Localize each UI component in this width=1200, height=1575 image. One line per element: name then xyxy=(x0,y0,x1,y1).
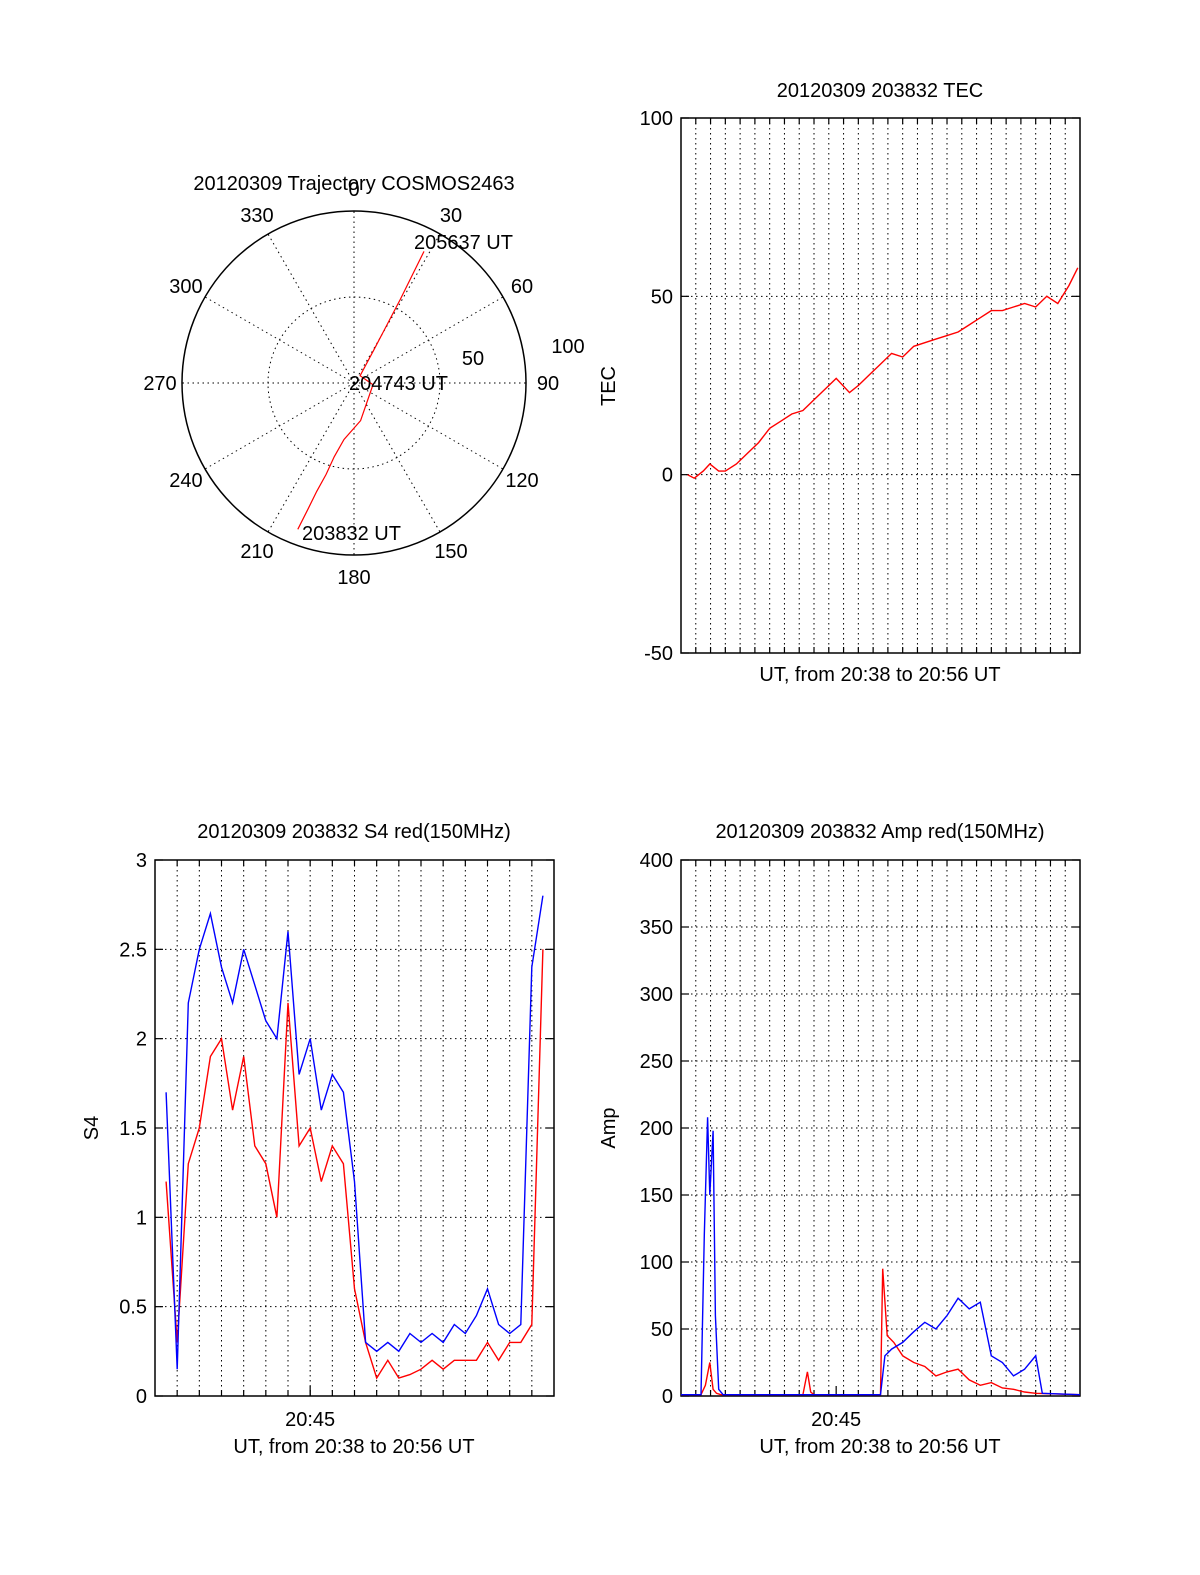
s4-series-red xyxy=(165,949,544,1380)
s4-y-tick-label: 0 xyxy=(136,1386,147,1408)
polar-spoke xyxy=(353,233,441,384)
polar-spoke xyxy=(204,382,355,470)
s4-title: 20120309 203832 S4 red(150MHz) xyxy=(197,821,511,843)
amp-y-tick-label: 100 xyxy=(640,1252,673,1274)
tec-chart: 20120309 203832 TEC 100 50 0 -50 UT, from 2… xyxy=(598,80,1081,686)
polar-spoke xyxy=(204,296,355,384)
polar-trajectory-line xyxy=(297,251,425,530)
amp-y-tick-label: 300 xyxy=(640,984,673,1006)
s4-series-group xyxy=(165,895,544,1380)
amp-y-axis: 0 50 100 150 200 250 300 350 400 xyxy=(640,850,1080,1408)
s4-ylabel: S4 xyxy=(81,1116,103,1140)
amp-xlabel: UT, from 20:38 to 20:56 UT xyxy=(759,1436,1000,1458)
polar-inner-ring xyxy=(267,296,441,470)
tec-y-axis: 100 50 0 -50 xyxy=(640,108,1080,665)
amp-y-tick-label: 0 xyxy=(662,1386,673,1408)
polar-azimuth-label: 270 xyxy=(143,373,176,395)
polar-azimuth-label: 330 xyxy=(240,205,273,227)
s4-xlabel: UT, from 20:38 to 20:56 UT xyxy=(233,1436,474,1458)
s4-y-axis: 0 0.5 1 1.5 2 2.5 3 xyxy=(119,850,554,1408)
polar-title: 20120309 Trajectory COSMOS2463 xyxy=(193,173,514,195)
polar-trajectory-chart: 20120309 Trajectory COSMOS2463 0 30 60 90 12… xyxy=(143,173,584,589)
polar-radial-labels: 50 100 xyxy=(462,336,585,370)
polar-azimuth-label: 210 xyxy=(240,541,273,563)
tec-ylabel: TEC xyxy=(598,366,620,406)
tec-series-group xyxy=(687,267,1079,480)
amp-series-blue xyxy=(681,1117,1081,1396)
tec-y-tick-label: -50 xyxy=(644,643,673,665)
amp-y-tick-label: 50 xyxy=(651,1319,673,1341)
polar-azimuth-label: 180 xyxy=(337,567,370,589)
polar-azimuth-label: 240 xyxy=(169,470,202,492)
polar-spoke xyxy=(267,382,355,533)
tec-y-tick-label: 0 xyxy=(662,465,673,487)
polar-annotation-end: 205637 UT xyxy=(414,232,513,254)
polar-azimuth-label: 30 xyxy=(440,205,462,227)
amp-y-tick-label: 250 xyxy=(640,1051,673,1073)
amp-y-tick-label: 350 xyxy=(640,917,673,939)
polar-outer-ring xyxy=(181,210,527,556)
amp-y-tick-label: 200 xyxy=(640,1118,673,1140)
amp-x-tick-label: 20:45 xyxy=(811,1409,861,1431)
polar-azimuth-label: 90 xyxy=(537,373,559,395)
tec-plot-frame xyxy=(680,117,1081,654)
s4-chart: 20120309 203832 S4 red(150MHz) 0 0.5 1 1.5 2… xyxy=(81,821,555,1458)
polar-radial-label: 50 xyxy=(462,348,484,370)
polar-annotation-start: 203832 UT xyxy=(302,523,401,545)
s4-x-tick-label: 20:45 xyxy=(285,1409,335,1431)
amp-series-group xyxy=(681,1117,1081,1396)
tec-grid xyxy=(681,118,1080,653)
polar-spoke xyxy=(267,233,355,384)
amp-grid xyxy=(681,860,1080,1396)
s4-y-tick-label: 2.5 xyxy=(119,939,147,961)
polar-grid xyxy=(182,211,526,555)
amp-y-tick-label: 150 xyxy=(640,1185,673,1207)
polar-azimuth-label: 120 xyxy=(505,470,538,492)
s4-series-blue xyxy=(165,895,544,1370)
amp-ylabel: Amp xyxy=(598,1107,620,1148)
s4-y-tick-label: 3 xyxy=(136,850,147,872)
amp-series-red xyxy=(681,1268,1081,1396)
polar-azimuth-label: 150 xyxy=(434,541,467,563)
s4-y-tick-label: 1 xyxy=(136,1207,147,1229)
polar-azimuth-label: 300 xyxy=(169,276,202,298)
polar-radial-label: 100 xyxy=(551,336,584,358)
tec-title: 20120309 203832 TEC xyxy=(777,80,983,102)
polar-spoke xyxy=(353,382,441,533)
amp-y-tick-label: 400 xyxy=(640,850,673,872)
s4-y-tick-label: 1.5 xyxy=(119,1118,147,1140)
amp-chart: 20120309 203832 Amp red(150MHz) 0 50 100 15… xyxy=(598,821,1081,1458)
s4-y-tick-label: 0.5 xyxy=(119,1297,147,1319)
polar-spoke xyxy=(353,296,504,384)
polar-azimuth-label: 60 xyxy=(511,276,533,298)
polar-azimuth-label: 0 xyxy=(348,179,359,201)
s4-x-axis: 20:45 xyxy=(285,1386,335,1431)
tec-y-tick-label: 50 xyxy=(651,286,673,308)
tec-xlabel: UT, from 20:38 to 20:56 UT xyxy=(759,664,1000,686)
polar-annotation-middle: 204743 UT xyxy=(349,373,448,395)
tec-series-TEC xyxy=(687,267,1079,480)
tec-y-tick-label: 100 xyxy=(640,108,673,130)
s4-y-tick-label: 2 xyxy=(136,1029,147,1051)
polar-azimuth-labels: 0 30 60 90 120 150 180 210 240 270 300 330 xyxy=(143,179,559,589)
amp-title: 20120309 203832 Amp red(150MHz) xyxy=(715,821,1044,843)
